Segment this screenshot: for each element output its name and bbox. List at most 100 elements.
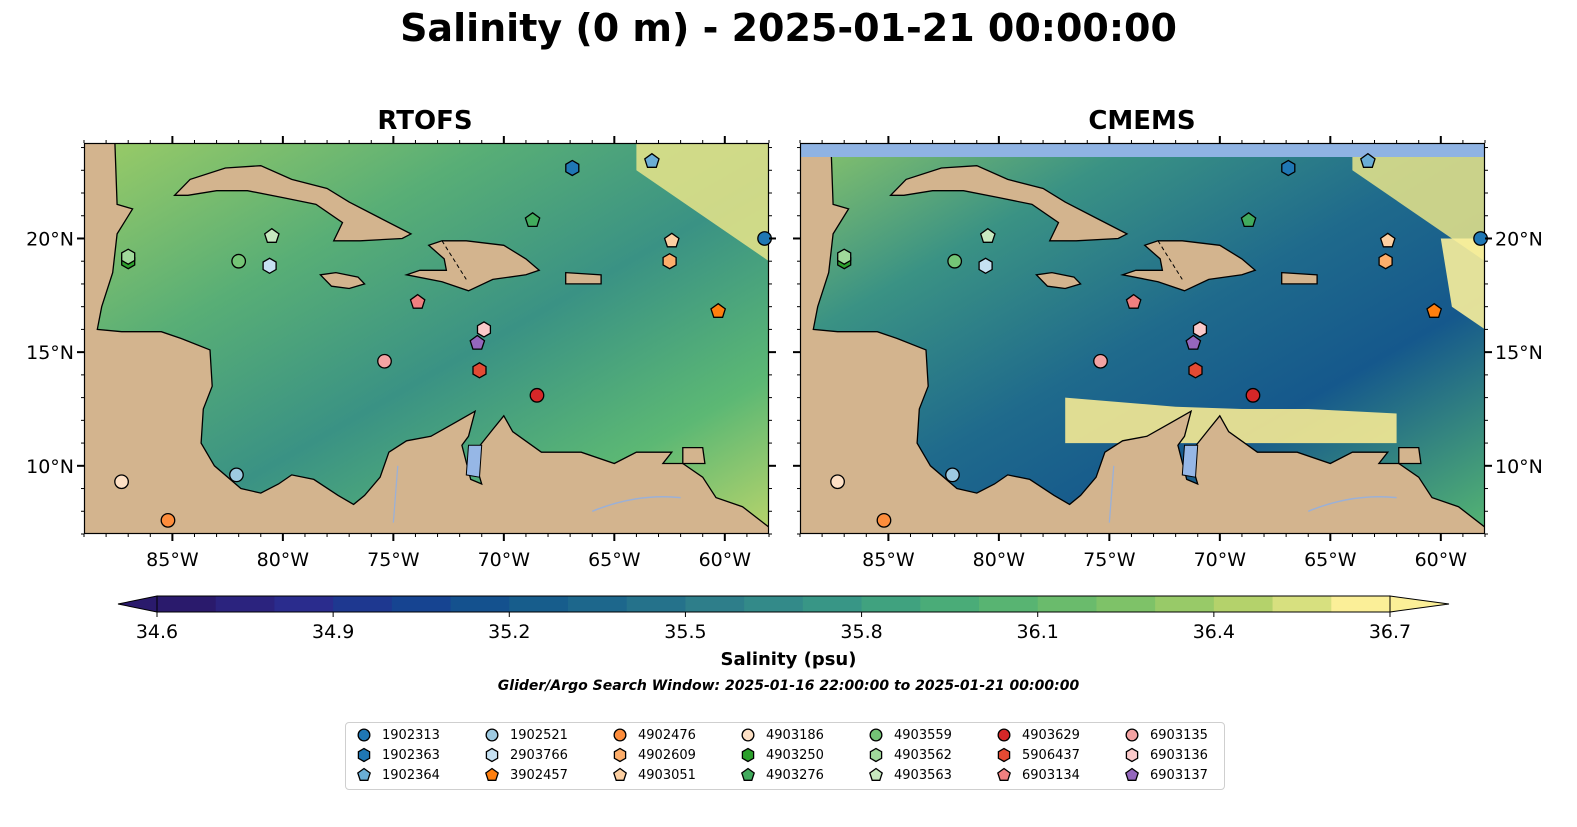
float-marker-4903563 (263, 227, 280, 243)
legend-marker-hexagon-icon (613, 747, 627, 763)
land-hispaniola (404, 240, 541, 292)
float-marker-6903137 (469, 334, 486, 350)
float-marker-4903563 (979, 227, 996, 243)
lon-tick-label: 75°W (1083, 549, 1136, 571)
legend-label: 4903563 (894, 767, 952, 783)
legend-symbol (1125, 728, 1139, 742)
river-magdalena (1108, 465, 1115, 523)
legend-label: 4902609 (638, 747, 696, 763)
legend-label: 6903134 (1022, 767, 1080, 783)
legend-marker-hexagon-icon (357, 747, 371, 763)
legend-item-4903276: 4903276 (740, 765, 824, 785)
colorbar-segment (391, 596, 452, 612)
legend-label: 1902313 (382, 727, 440, 743)
float-marker-4902609 (662, 252, 677, 270)
float-marker-1902364 (644, 152, 660, 168)
lon-tick-label: 65°W (588, 549, 641, 571)
legend-symbol (613, 767, 627, 781)
legend-item-3902457: 3902457 (484, 765, 568, 785)
colorbar-segment (157, 596, 217, 612)
legend-item-4903629: 4903629 (996, 725, 1080, 745)
legend-marker-hexagon-icon (741, 747, 755, 763)
legend-marker-pentagon-icon (485, 767, 499, 781)
float-marker-1902363 (1281, 159, 1296, 177)
float-marker-6903136 (1192, 321, 1208, 338)
legend-symbol (741, 747, 755, 763)
float-marker-1902521 (229, 467, 244, 483)
colorbar-tick-label: 35.8 (840, 621, 882, 643)
land-cuba (173, 165, 413, 242)
lat-tick-label-left: 20°N (26, 228, 74, 250)
lon-tick-label: 80°W (257, 549, 310, 571)
colorbar-segment (744, 596, 804, 612)
legend-marker-pentagon-icon (357, 767, 371, 781)
lat-tick-label-left: 15°N (26, 342, 74, 364)
legend-label: 6903135 (1150, 727, 1208, 743)
float-marker-4903629 (1245, 387, 1261, 403)
land-puertorico (1281, 271, 1318, 285)
legend-symbol (613, 747, 627, 763)
legend-marker-pentagon-icon (997, 767, 1011, 781)
float-marker-4903562 (121, 248, 136, 265)
legend-label: 6903136 (1150, 747, 1208, 763)
border-haiti-dr (1157, 240, 1183, 280)
border-haiti-dr (441, 240, 467, 280)
float-marker-6903137 (1185, 334, 1202, 350)
lat-tick-label-right: 20°N (1495, 228, 1543, 250)
map-panel-rtofs (83, 142, 772, 535)
colorbar-segment (450, 596, 510, 612)
float-marker-1902521 (945, 467, 960, 483)
float-marker-6903136 (476, 321, 492, 338)
colorbar-segment (979, 596, 1039, 612)
float-marker-6903135 (1093, 353, 1108, 369)
float-marker-5906437 (472, 362, 487, 379)
land-cuba (889, 165, 1129, 242)
lon-tick-label: 75°W (367, 549, 420, 571)
panel-title-rtofs: RTOFS (377, 106, 473, 136)
legend-label: 4902476 (638, 727, 696, 743)
lon-tick-label: 85°W (146, 549, 199, 571)
float-marker-4903276 (524, 211, 541, 228)
float-marker-3902457 (710, 302, 727, 318)
legend-marker-circle-icon (997, 728, 1011, 742)
legend-symbol (1125, 767, 1139, 781)
map-frame (83, 142, 770, 535)
legend-marker-hexagon-icon (485, 747, 499, 763)
legend-item-1902313: 1902313 (356, 725, 440, 745)
float-marker-3902457 (1426, 302, 1443, 318)
float-marker-4903186 (114, 474, 129, 490)
colorbar-segment (215, 596, 276, 612)
float-marker-6903134 (409, 293, 426, 309)
colorbar-segment (1213, 596, 1274, 612)
legend-symbol (485, 747, 499, 763)
colorbar: 34.6 34.9 35.2 35.5 35.8 36.1 36.4 36.7 (117, 595, 1450, 643)
land-puertorico (565, 271, 602, 285)
legend-symbol (997, 767, 1011, 781)
float-marker-4903562 (837, 248, 852, 265)
legend-item-4902476: 4902476 (612, 725, 696, 745)
colorbar-tick-label: 36.1 (1017, 621, 1059, 643)
lon-tick-label: 65°W (1304, 549, 1357, 571)
colorbar-label: Salinity (psu) (720, 649, 857, 670)
legend-item-4903051: 4903051 (612, 765, 696, 785)
map-panel-cmems (799, 142, 1488, 535)
lake-maracaibo (465, 444, 483, 478)
land-trinidad (682, 446, 706, 465)
legend-item-4903562: 4903562 (868, 745, 952, 765)
lon-tick-label: 85°W (862, 549, 915, 571)
legend-symbol (869, 728, 883, 742)
colorbar-tick-label: 35.5 (664, 621, 706, 643)
float-marker-4903051 (1379, 232, 1396, 248)
legend-symbol (997, 747, 1011, 763)
colorbar-tick-label: 35.2 (488, 621, 530, 643)
legend-marker-circle-icon (613, 728, 627, 742)
float-marker-4902476 (160, 512, 176, 528)
legend-label: 1902521 (510, 727, 568, 743)
lon-tick-label: 60°W (699, 549, 752, 571)
float-marker-6903135 (377, 353, 392, 369)
lake-maracaibo (1181, 444, 1199, 478)
float-marker-2903766 (978, 257, 993, 275)
float-marker-4902609 (1378, 252, 1393, 270)
colorbar-tick-label: 34.6 (136, 621, 178, 643)
